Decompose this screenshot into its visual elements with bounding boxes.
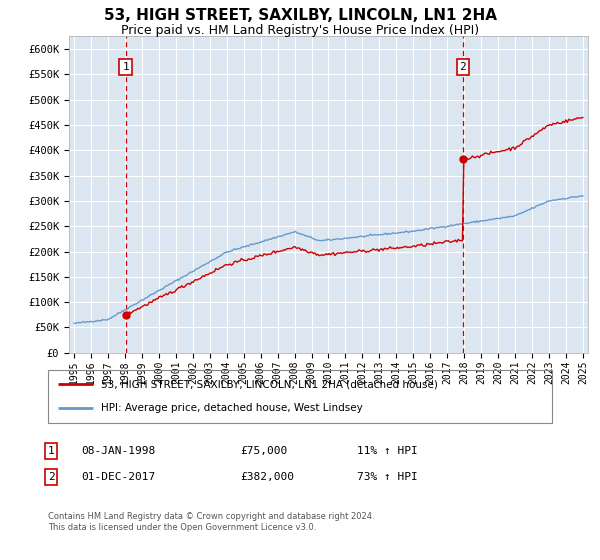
Text: Price paid vs. HM Land Registry's House Price Index (HPI): Price paid vs. HM Land Registry's House … [121, 24, 479, 36]
Text: 1: 1 [122, 62, 129, 72]
Text: 53, HIGH STREET, SAXILBY, LINCOLN, LN1 2HA: 53, HIGH STREET, SAXILBY, LINCOLN, LN1 2… [104, 8, 497, 24]
Text: Contains HM Land Registry data © Crown copyright and database right 2024.
This d: Contains HM Land Registry data © Crown c… [48, 512, 374, 532]
Text: 11% ↑ HPI: 11% ↑ HPI [357, 446, 418, 456]
Text: 2: 2 [460, 62, 466, 72]
Text: 1: 1 [47, 446, 55, 456]
Text: HPI: Average price, detached house, West Lindsey: HPI: Average price, detached house, West… [101, 403, 362, 413]
Text: 73% ↑ HPI: 73% ↑ HPI [357, 472, 418, 482]
Text: 08-JAN-1998: 08-JAN-1998 [81, 446, 155, 456]
Text: 2: 2 [47, 472, 55, 482]
Text: 53, HIGH STREET, SAXILBY, LINCOLN, LN1 2HA (detached house): 53, HIGH STREET, SAXILBY, LINCOLN, LN1 2… [101, 380, 438, 390]
Text: £75,000: £75,000 [240, 446, 287, 456]
Text: 01-DEC-2017: 01-DEC-2017 [81, 472, 155, 482]
Text: £382,000: £382,000 [240, 472, 294, 482]
